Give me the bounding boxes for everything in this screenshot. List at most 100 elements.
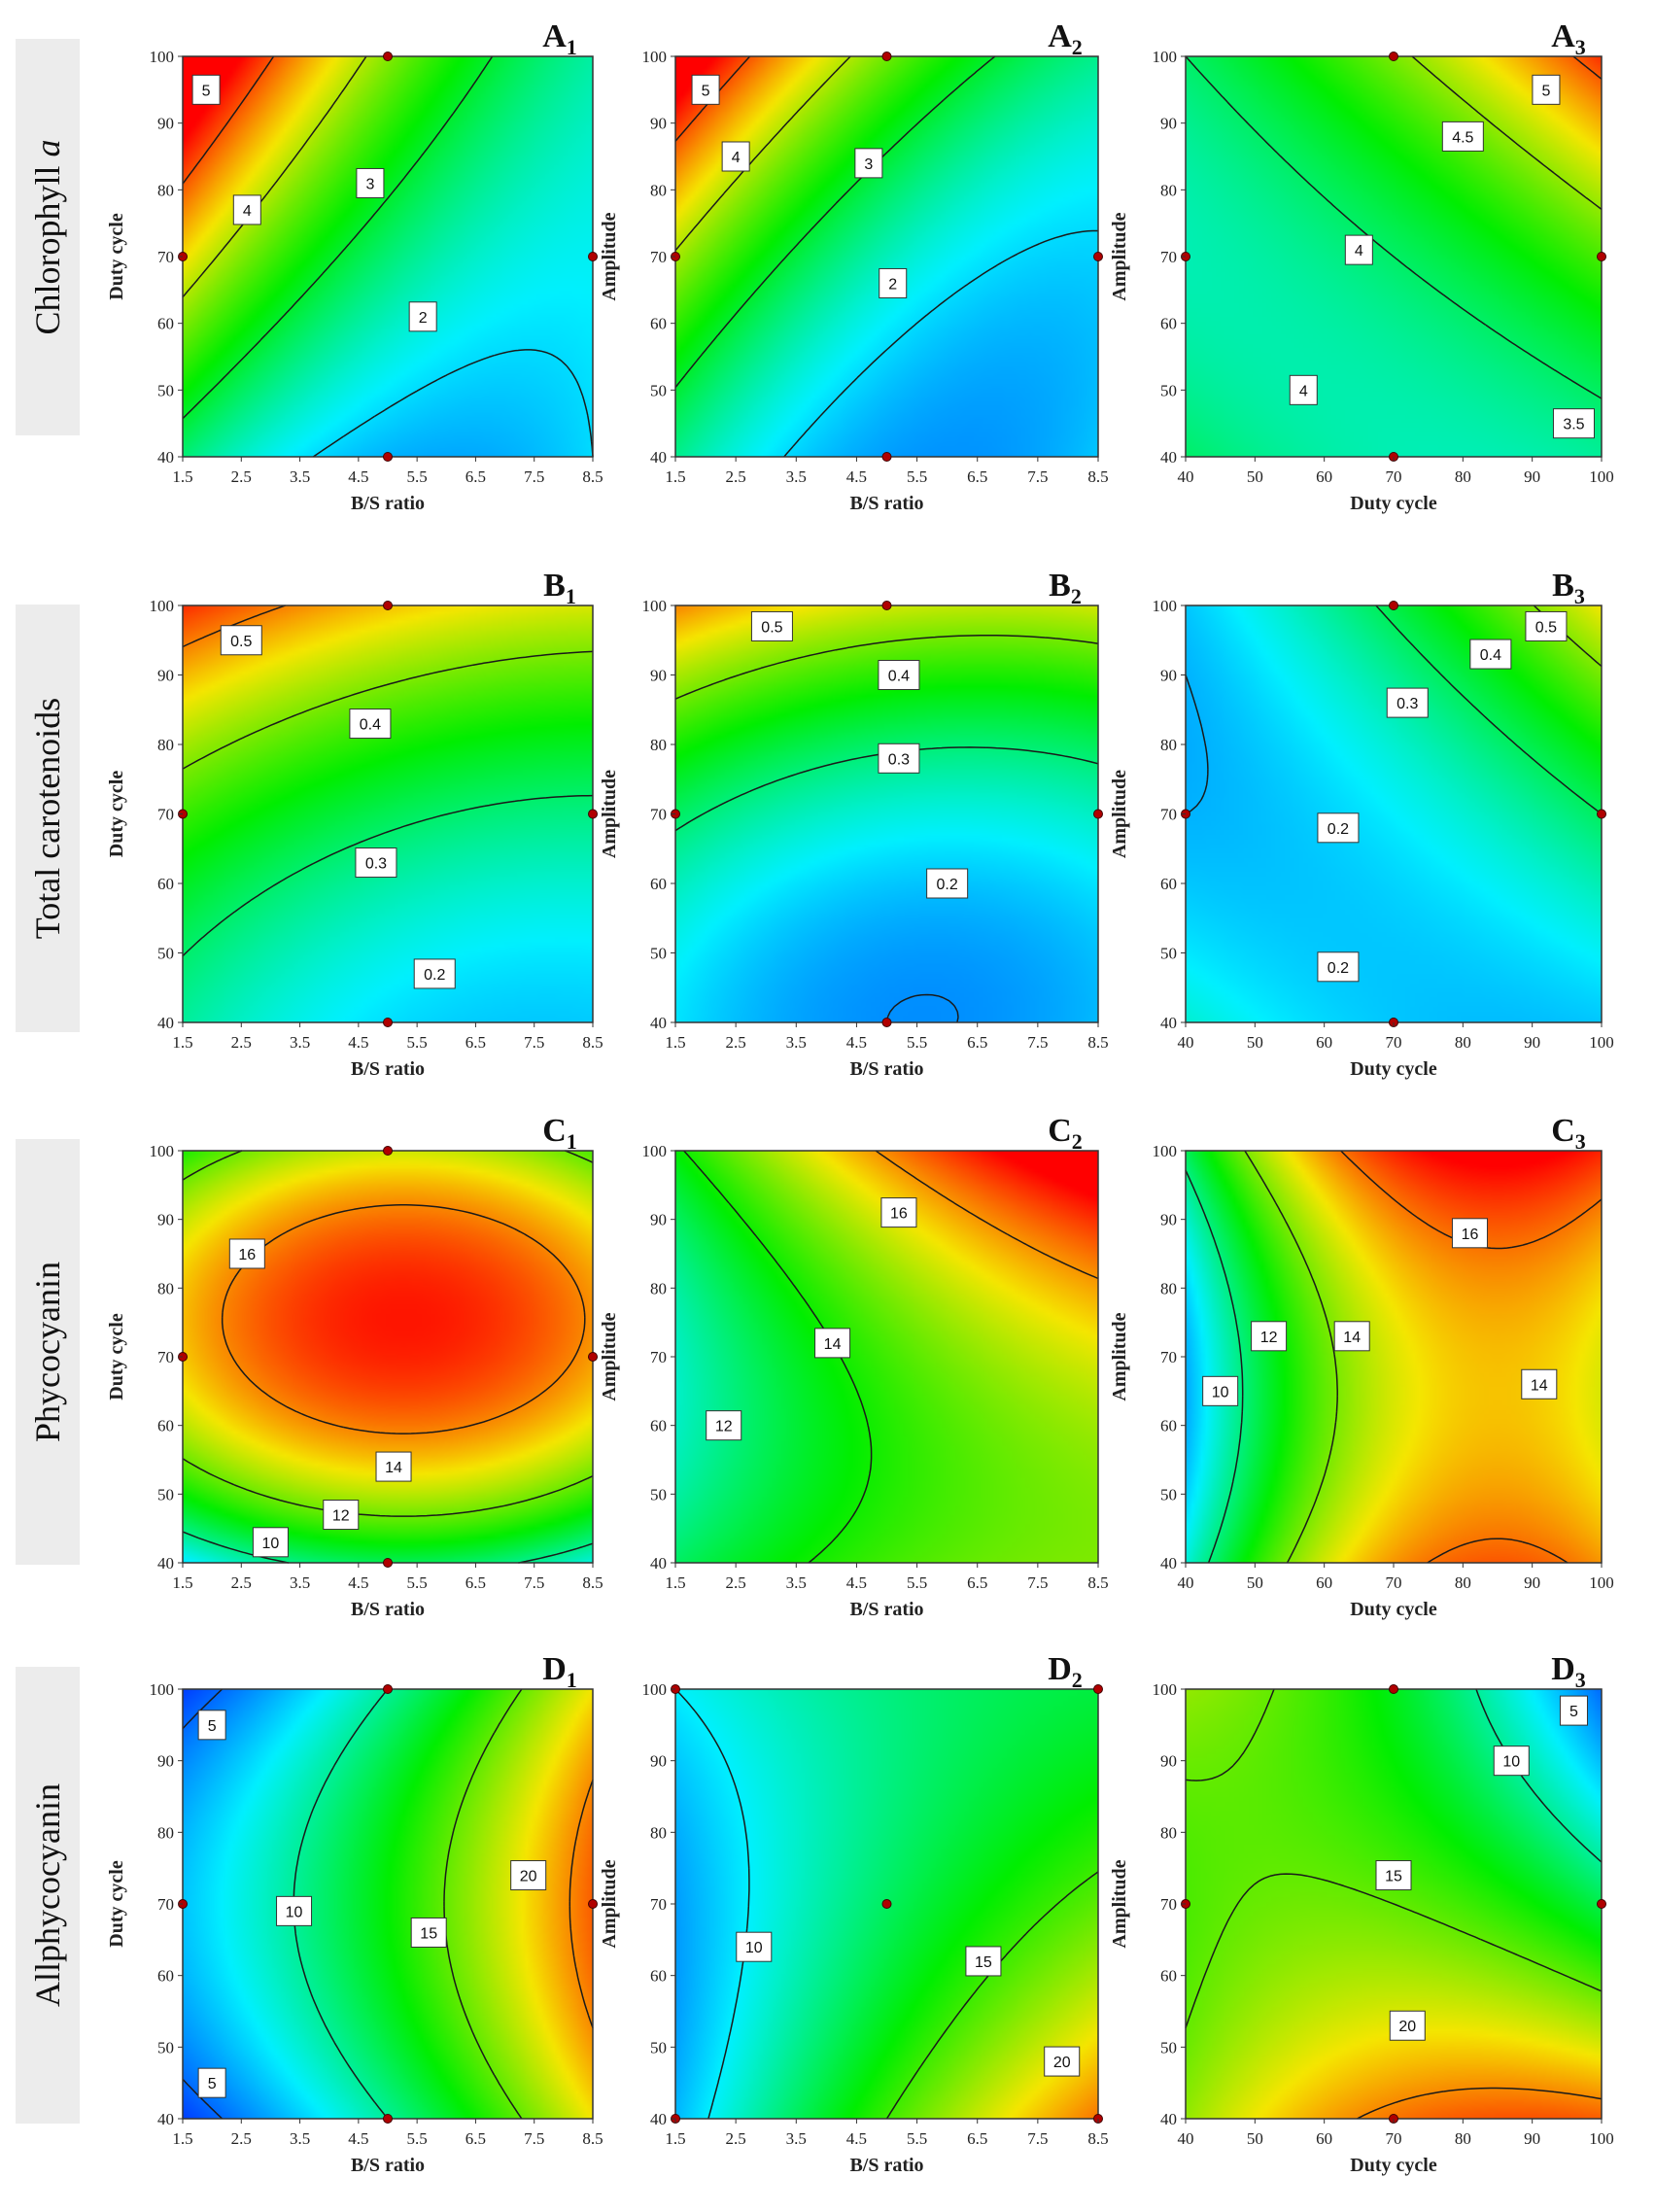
panel-C1: 16 14 12 10 1.5 2.5 3.5 4.5 5.5 6.5 7.5 8.5 40 50 60 70… (106, 1113, 603, 1620)
y-tick-label: 90 (157, 667, 174, 685)
y-tick-label: 80 (157, 736, 174, 754)
design-point (383, 2114, 393, 2124)
y-tick-label: 100 (642, 597, 668, 615)
x-tick-label: 3.5 (786, 467, 807, 486)
y-tick-label: 90 (650, 1752, 667, 1771)
y-tick-label: 70 (157, 1348, 174, 1366)
x-axis-label: B/S ratio (849, 493, 923, 514)
y-tick-label: 70 (650, 248, 667, 266)
x-tick-label: 1.5 (172, 467, 192, 486)
y-tick-label: 100 (642, 48, 668, 66)
y-tick-label: 70 (157, 806, 174, 824)
y-tick-label: 70 (650, 1348, 667, 1366)
x-tick-label: 90 (1524, 467, 1540, 486)
panel-title-letter: C (1551, 1113, 1575, 1149)
y-tick-label: 90 (1160, 115, 1177, 133)
x-tick-label: 5.5 (907, 1033, 927, 1052)
design-point (881, 52, 892, 61)
y-tick-label: 80 (157, 181, 174, 199)
design-point (1389, 52, 1398, 61)
x-tick-label: 100 (1589, 1573, 1614, 1592)
y-tick-label: 50 (1160, 1485, 1177, 1503)
panel-title: A3 (1551, 18, 1586, 59)
contour-line (293, 1688, 389, 2120)
y-tick-label: 80 (157, 1823, 174, 1842)
x-tick-label: 80 (1455, 467, 1471, 486)
x-tick-label: 1.5 (665, 1033, 685, 1052)
contour-label-box (349, 709, 392, 740)
contour-label: 15 (975, 1954, 992, 1971)
x-tick-label: 7.5 (1027, 1573, 1048, 1592)
y-tick-label: 70 (1160, 806, 1177, 824)
panel-title: D3 (1551, 1651, 1586, 1692)
contour-label: 5 (208, 1718, 217, 1735)
panel-title-subscript: 1 (567, 1129, 577, 1154)
y-tick-label: 100 (1153, 48, 1178, 66)
contour-label: 5 (208, 2076, 217, 2092)
panel-C2: 16 14 12 1.5 2.5 3.5 4.5 5.5 6.5 7.5 8.5 40 50 60 70 80… (599, 1113, 1109, 1620)
contour-label: 0.5 (230, 634, 252, 650)
row-label-box (16, 39, 80, 435)
x-tick-label: 2.5 (726, 1573, 746, 1592)
contour-label: 16 (890, 1206, 908, 1223)
panel-A3: 5 4.5 4 4 3.5 40 50 60 70 80 90 100 40 50 60 70 80 90 100 D… (1109, 18, 1614, 514)
x-tick-label: 40 (1178, 1573, 1194, 1592)
x-tick-label: 60 (1316, 467, 1332, 486)
panel-title-letter: C (542, 1113, 567, 1149)
contour-label: 4 (732, 150, 741, 166)
contour-label-box (232, 194, 261, 225)
y-tick-label: 70 (1160, 248, 1177, 266)
x-tick-label: 8.5 (582, 467, 603, 486)
contour-label-box (879, 267, 908, 298)
x-tick-label: 7.5 (524, 467, 544, 486)
design-point (383, 1146, 393, 1156)
design-point (1093, 809, 1103, 819)
row-label: Phycocyanin (28, 1262, 67, 1442)
y-tick-label: 40 (1160, 448, 1177, 467)
x-tick-label: 4.5 (348, 467, 368, 486)
contour-label-box (1552, 408, 1595, 439)
x-tick-label: 7.5 (524, 1573, 544, 1592)
y-tick-label: 60 (650, 315, 667, 333)
panel-title: C3 (1551, 1113, 1586, 1154)
design-point (383, 1684, 393, 1694)
y-axis-label: Amplitude (599, 1312, 620, 1400)
contour-label-box (1333, 1321, 1370, 1352)
contour-label-box (228, 1238, 265, 1269)
contour-label: 10 (745, 1940, 763, 1956)
contour-label: 3.5 (1563, 417, 1584, 433)
contour-label: 5 (1569, 1704, 1578, 1720)
y-tick-label: 60 (1160, 315, 1177, 333)
x-tick-label: 2.5 (726, 1033, 746, 1052)
row-label: Total carotenoids (28, 698, 67, 939)
y-tick-label: 100 (642, 1142, 668, 1160)
panel-A2: 5 4 3 2 1.5 2.5 3.5 4.5 5.5 6.5 7.5 8.5 40 50 60 70 80 90… (599, 18, 1109, 514)
x-tick-label: 8.5 (1087, 467, 1108, 486)
x-tick-label: 7.5 (524, 2129, 544, 2148)
contour-label-box (375, 1451, 412, 1482)
contour-label-box (1441, 121, 1484, 152)
panel-B2: 0.5 0.4 0.3 0.2 1.5 2.5 3.5 4.5 5.5 6.5 7.5 8.5 40 50… (599, 568, 1109, 1080)
contour-label: 10 (286, 1904, 303, 1920)
y-tick-label: 40 (650, 448, 667, 467)
y-tick-label: 50 (650, 945, 667, 963)
x-tick-label: 3.5 (290, 1573, 310, 1592)
x-tick-label: 5.5 (407, 1573, 428, 1592)
contour-label: 14 (385, 1460, 402, 1476)
contour-label-box (1469, 639, 1512, 670)
x-tick-label: 8.5 (1087, 1573, 1108, 1592)
x-tick-label: 50 (1247, 2129, 1263, 2148)
panel-title: D1 (542, 1651, 577, 1692)
panel-title-letter: B (543, 568, 566, 604)
contour-label: 14 (1531, 1377, 1548, 1394)
x-tick-label: 50 (1247, 1573, 1263, 1592)
x-tick-label: 60 (1316, 1033, 1332, 1052)
contour-label-box (276, 1895, 313, 1926)
panel-title-letter: C (1048, 1113, 1072, 1149)
row-label-main: Chlorophyll (28, 156, 67, 334)
row-label-box (16, 605, 80, 1032)
contour-label-box (926, 868, 969, 899)
x-tick-label: 6.5 (465, 1033, 486, 1052)
contour-line (1244, 1150, 1338, 1564)
x-tick-label: 70 (1386, 1573, 1402, 1592)
